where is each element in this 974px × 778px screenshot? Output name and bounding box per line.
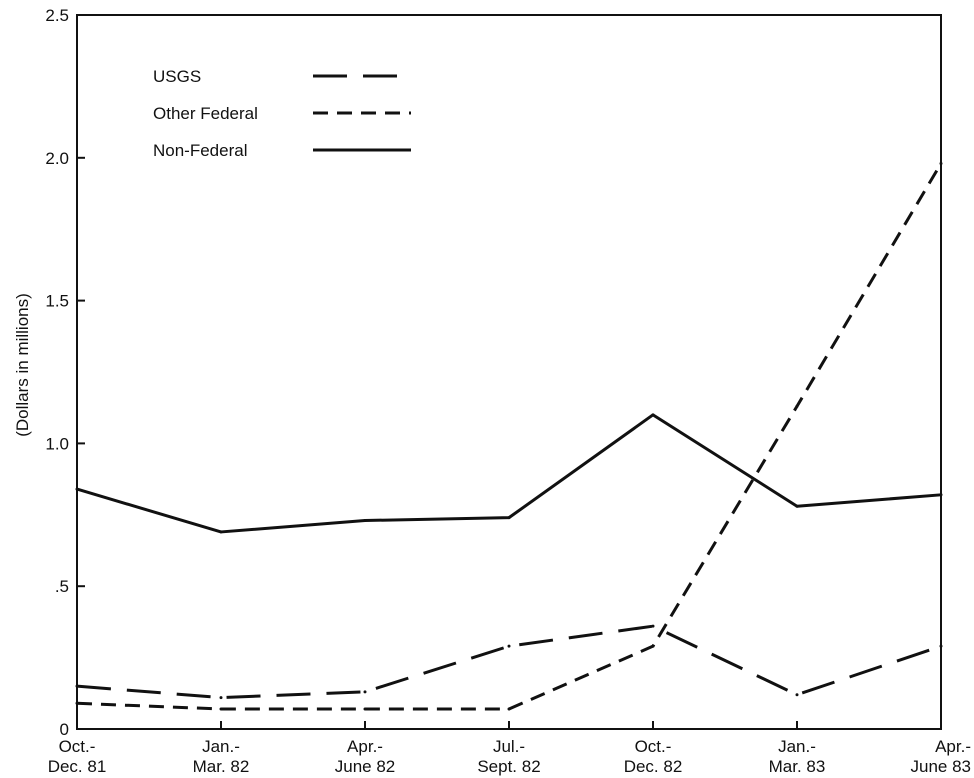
- data-point: [75, 487, 79, 491]
- x-tick-label: Mar. 82: [193, 757, 250, 776]
- x-tick-label: Oct.-: [59, 737, 96, 756]
- series-line-non-federal: [76, 413, 942, 534]
- legend-label: USGS: [153, 67, 201, 86]
- plot-frame: [76, 14, 942, 730]
- data-point: [507, 516, 511, 520]
- data-point: [219, 696, 223, 700]
- x-tick-label: Jan.-: [778, 737, 816, 756]
- x-tick-label: Oct.-: [635, 737, 672, 756]
- data-point: [507, 644, 511, 648]
- x-tick-label: June 83: [911, 757, 972, 776]
- x-tick-label: Dec. 82: [624, 757, 683, 776]
- data-point: [75, 701, 79, 705]
- x-tick-label: Mar. 83: [769, 757, 826, 776]
- data-point: [939, 644, 943, 648]
- y-axis-title-group: (Dollars in millions): [13, 293, 32, 437]
- x-tick-label: Jul.-: [493, 737, 525, 756]
- series-layer: [75, 162, 943, 711]
- legend: USGS Other Federal Non-Federal: [153, 67, 411, 160]
- y-tick-label: 1.5: [45, 292, 69, 311]
- data-point: [795, 504, 799, 508]
- series-line-other-federal: [76, 162, 943, 711]
- x-tick-label: Dec. 81: [48, 757, 107, 776]
- data-point: [651, 624, 655, 628]
- data-point: [939, 493, 943, 497]
- y-tick-label: .5: [55, 577, 69, 596]
- y-tick-label: 1.0: [45, 434, 69, 453]
- y-axis-title: (Dollars in millions): [13, 293, 32, 437]
- data-point: [363, 690, 367, 694]
- x-tick-label: Apr.-: [347, 737, 383, 756]
- data-point: [651, 413, 655, 417]
- data-point: [795, 404, 799, 408]
- y-tick-label: 2.5: [45, 6, 69, 25]
- y-tick-label: 2.0: [45, 149, 69, 168]
- x-tick-label: Sept. 82: [477, 757, 540, 776]
- series-line-usgs: [76, 624, 942, 700]
- data-point: [363, 519, 367, 523]
- data-point: [795, 693, 799, 697]
- data-point: [507, 707, 511, 711]
- y-tick-label: 0: [60, 720, 69, 739]
- x-tick-label: Apr.-: [935, 737, 971, 756]
- data-point: [75, 684, 79, 688]
- x-tick-label: June 82: [335, 757, 396, 776]
- x-tick-label: Jan.-: [202, 737, 240, 756]
- data-point: [219, 707, 223, 711]
- legend-label: Other Federal: [153, 104, 258, 123]
- legend-label: Non-Federal: [153, 141, 248, 160]
- y-axis: 0 .5 1.0 1.5 2.0 2.5: [45, 6, 85, 739]
- data-point: [219, 530, 223, 534]
- data-point: [939, 162, 943, 166]
- data-point: [363, 707, 367, 711]
- data-point: [651, 644, 655, 648]
